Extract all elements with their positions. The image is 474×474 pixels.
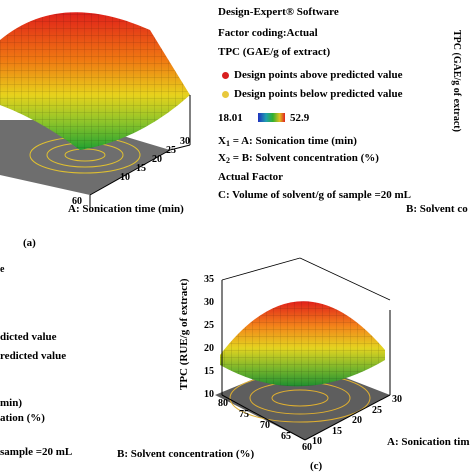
legend-c-x1-tail: min): [0, 397, 22, 409]
x1-symbol: X: [218, 135, 226, 147]
software-label: Design-Expert® Software: [218, 6, 339, 18]
above-predicted-label: Design points above predicted value: [234, 69, 403, 81]
panel-a-xlabel: A: Sonication time (min): [68, 203, 184, 215]
panel-a-xtick-10: 10: [120, 172, 130, 183]
panel-c-ztick-20: 20: [204, 343, 214, 354]
panel-c-atick-30: 30: [392, 394, 402, 405]
scale-max-label: 52.9: [290, 112, 310, 124]
x2-subscript: 2: [225, 156, 230, 165]
panel-c-ztick-25: 25: [204, 320, 214, 331]
scale-min-label: 18.01: [218, 112, 243, 124]
below-predicted-label: Design points below predicted value: [234, 88, 403, 100]
panel-c-ylabel: TPC (RUE/g of extract): [178, 278, 190, 391]
x1-definition: X1 = A: Sonication time (min): [218, 135, 357, 150]
panel-a-caption: (a): [23, 237, 36, 249]
panel-c-ztick-10: 10: [204, 389, 214, 400]
legend-c-x2-tail: ation (%): [0, 412, 45, 424]
factor-coding-label: Factor coding:Actual: [218, 27, 318, 39]
panel-c-atick-20: 20: [352, 415, 362, 426]
actual-factor-label: Actual Factor: [218, 171, 284, 183]
x2-text: = B: Solvent concentration (%): [229, 152, 379, 164]
panel-a-floor: [0, 120, 170, 195]
x2-symbol: X: [218, 152, 226, 164]
panel-c-atick-10: 10: [312, 436, 322, 447]
panel-c-atick-25: 25: [372, 404, 382, 416]
panel-c-btick-70: 70: [260, 420, 270, 431]
panel-c-atick-15: 15: [332, 425, 342, 437]
panel-c-ztick-35: 35: [204, 274, 214, 285]
color-scale-bar: [258, 113, 285, 122]
panel-c-btick-80: 80: [218, 398, 228, 409]
below-point-icon: [222, 91, 229, 98]
x2-definition: X2 = B: Solvent concentration (%): [218, 152, 379, 167]
response-label: TPC (GAE/g of extract): [218, 46, 331, 58]
panel-b-xlabel: B: Solvent co: [406, 203, 468, 215]
x1-subscript: 1: [225, 139, 230, 148]
panel-a-xtick-15: 15: [136, 163, 146, 174]
panel-a-ytick-60: 60: [72, 196, 82, 207]
panel-c-blabel: B: Solvent concentration (%): [117, 448, 255, 460]
panel-c-btick-60: 60: [302, 442, 312, 453]
panel-c-btick-65: 65: [281, 431, 291, 442]
panel-a-xtick-30: 30: [180, 136, 190, 147]
panel-c-ztick-30: 30: [204, 297, 214, 308]
panel-c-ztick-15: 15: [204, 366, 214, 377]
legend-c-crop-mark: e: [0, 264, 5, 275]
panel-a-xtick-20: 20: [152, 154, 162, 165]
panel-c-btick-75: 75: [239, 409, 249, 420]
legend-c-below-tail: redicted value: [0, 350, 67, 362]
factor-c-label: C: Volume of solvent/g of sample =20 mL: [218, 189, 411, 201]
panel-c-xlabel: A: Sonication tim: [387, 436, 470, 448]
legend-c-above-tail: dicted value: [0, 331, 57, 343]
x1-text: = A: Sonication time (min): [229, 135, 357, 147]
panel-c-caption: (c): [310, 460, 323, 472]
panel-a-xtick-25: 25: [166, 145, 176, 156]
above-point-icon: [222, 72, 229, 79]
legend-c-factor-tail: sample =20 mL: [0, 446, 73, 458]
panel-b-ylabel: TPC (GAE/g of extract): [451, 30, 462, 132]
